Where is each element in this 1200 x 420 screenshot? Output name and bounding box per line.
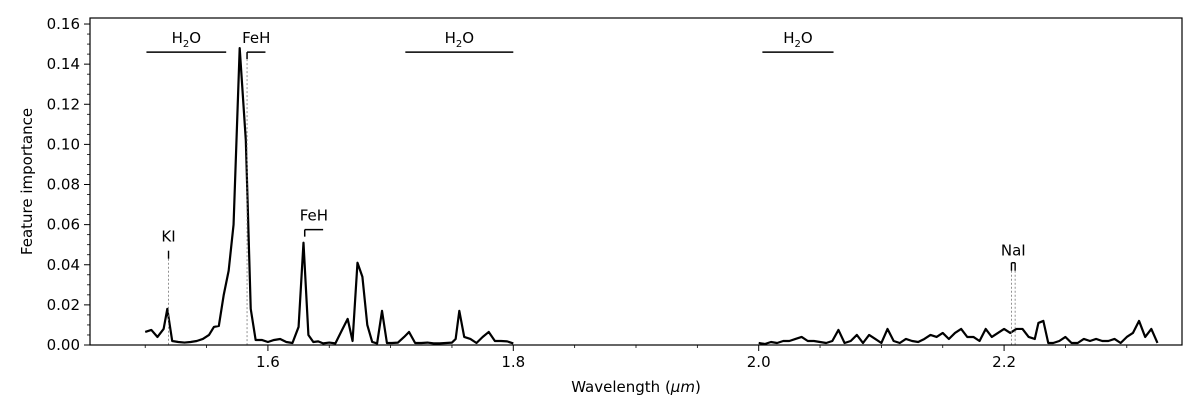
importance-line-segment-1 <box>144 46 514 345</box>
axes: 0.00 0.02 0.04 0.06 0.08 0.10 0.12 0.14 0.16 1.6 1… <box>47 15 1128 371</box>
x-tick-label: 2.0 <box>747 353 771 371</box>
y-tick-label: 0.04 <box>47 256 80 274</box>
x-axis-label-suffix: ) <box>695 378 701 396</box>
x-axis-label: Wavelength (μm) <box>571 378 701 396</box>
plot-frame <box>89 17 1183 346</box>
annotation-label-h2o-2: H2O <box>445 29 474 50</box>
importance-line-segment-2 <box>758 319 1159 346</box>
x-tick-label: 1.8 <box>501 353 525 371</box>
y-tick-label: 0.12 <box>47 95 80 113</box>
annotation-label-h2o-3: H2O <box>783 29 812 50</box>
y-tick-label: 0.08 <box>47 176 80 194</box>
x-axis-label-prefix: Wavelength ( <box>571 378 671 396</box>
annotation-label-ki: KI <box>161 228 175 246</box>
annotations: H2O FeH H2O H2O FeH KI NaI <box>146 29 1026 345</box>
y-tick-label: 0.02 <box>47 296 80 314</box>
x-tick-label: 1.6 <box>256 353 280 371</box>
y-tick-label: 0.14 <box>47 55 80 73</box>
y-axis-label: Feature importance <box>18 108 36 255</box>
y-tick-label: 0.06 <box>47 216 80 234</box>
data-series <box>144 46 1159 346</box>
annotation-label-feh-1: FeH <box>242 29 270 47</box>
annotation-label-h2o-1: H2O <box>172 29 201 50</box>
annotation-label-feh-2: FeH <box>300 207 328 225</box>
x-axis-label-unit: μm <box>670 378 695 396</box>
x-tick-label: 2.2 <box>992 353 1016 371</box>
y-tick-label: 0.10 <box>47 135 80 153</box>
annotation-label-nai: NaI <box>1001 242 1026 260</box>
y-tick-label: 0.00 <box>47 336 80 354</box>
y-tick-label: 0.16 <box>47 15 80 33</box>
